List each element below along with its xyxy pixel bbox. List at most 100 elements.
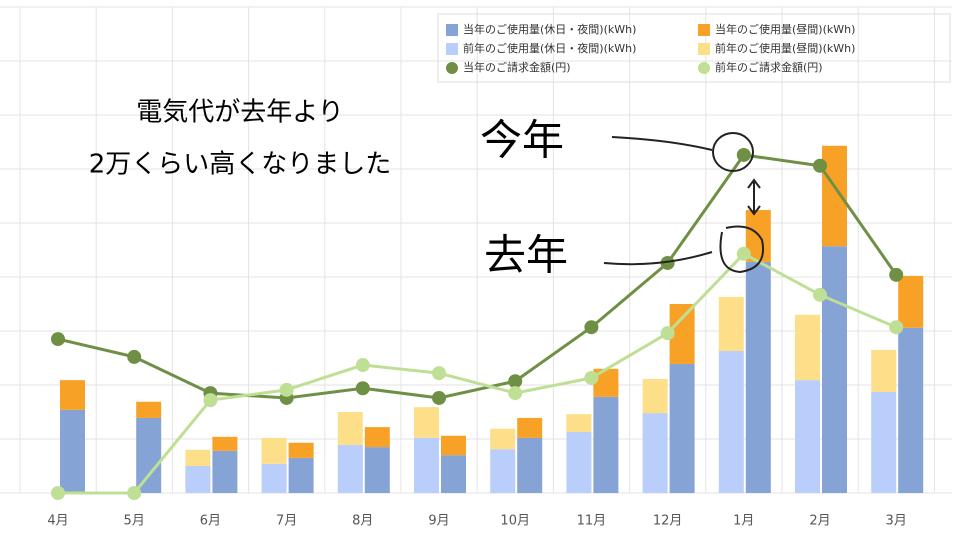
bar [414,437,439,493]
bar [261,463,287,493]
bar [212,450,238,493]
bar [185,449,211,466]
bar [795,314,820,381]
circle-mark [719,225,764,274]
x-tick-label: 10月 [500,514,530,529]
bar [669,363,695,493]
bar [898,327,924,493]
point [736,147,751,162]
note: 2万くらい高くなりました [89,150,392,180]
pointer [603,251,713,266]
bar [441,435,466,456]
point [584,320,599,335]
point [813,287,827,302]
x-tick-label: 4月 [47,514,68,529]
bar [136,401,162,418]
line [57,153,898,400]
bar [288,442,314,458]
point [127,486,142,500]
legend-label: 当年のご使用量(休日・夜間)(kWh) [463,22,636,36]
bar [718,296,744,351]
legend-label: 前年のご使用量(休日・夜間)(kWh) [463,41,636,55]
legend-swatch [698,62,710,74]
point [660,326,675,341]
bar [745,261,771,493]
bar [642,413,668,493]
legend-swatch [446,24,458,36]
bar [822,246,847,493]
bar [566,431,592,493]
bar [60,409,85,493]
bar [212,436,238,451]
point [584,370,599,385]
note: 電気代が去年より [136,98,343,128]
point [508,374,523,389]
bar [261,437,287,464]
bar [795,380,820,493]
legend-box [437,13,951,83]
x-tick-label: 5月 [124,514,145,529]
bar [822,145,847,247]
legend-label: 前年のご請求金額(円) [715,60,823,74]
bar [898,275,924,328]
bar [136,417,162,493]
point [355,381,370,396]
x-tick-label: 8月 [352,514,373,529]
bar [288,457,314,493]
legend: 当年のご使用量(休日・夜間)(kWh) 当年のご使用量(昼間)(kWh) 前年のご使… [446,22,855,74]
point [355,358,370,373]
bar [414,407,439,438]
point [51,486,65,500]
bar [441,455,466,493]
x-tick-label: 12月 [653,514,683,529]
bar [593,396,619,493]
bar [185,466,211,493]
x-tick-label: 2月 [809,514,830,529]
x-tick-label: 1月 [733,514,754,529]
x-tick-label: 6月 [200,514,221,529]
point [660,255,675,270]
this-year-label: 今年 [480,116,564,165]
x-tick-label: 9月 [428,514,449,529]
point [813,158,827,173]
bar [337,444,363,493]
bar [871,392,897,493]
point [736,246,751,261]
legend-swatch [698,43,710,55]
x-tick-label: 7月 [276,514,297,529]
bar [642,379,668,414]
point [51,332,65,347]
bar [566,414,592,432]
bar [364,447,390,493]
legend-swatch [446,62,458,74]
bar [490,449,516,493]
point [432,366,446,381]
legend-swatch [698,24,710,36]
point [127,349,142,364]
legend-swatch [446,43,458,55]
bar [871,349,897,393]
x-tick-label: 11月 [577,514,607,529]
pointer [611,136,713,151]
point [203,393,218,408]
bar [517,417,543,438]
circle-mark [712,132,754,172]
point [889,320,904,335]
plot: 4月 5月 6月 7月 8月 9月 10月 11月 12月 1月 2月 3月 [0,6,952,529]
point [432,390,446,405]
line [58,251,897,495]
legend-label: 当年のご使用量(昼間)(kWh) [715,22,855,36]
bar [60,380,85,410]
point [508,386,523,401]
bar [718,350,744,493]
arrow [747,178,761,216]
legend-label: 前年のご使用量(昼間)(kWh) [715,41,855,55]
x-tick-label: 3月 [886,514,907,529]
legend-label: 当年のご請求金額(円) [463,60,571,74]
bar [337,412,363,445]
point [889,267,904,282]
last-year-label: 去年 [484,231,568,280]
bar [517,437,543,493]
point [279,382,294,397]
